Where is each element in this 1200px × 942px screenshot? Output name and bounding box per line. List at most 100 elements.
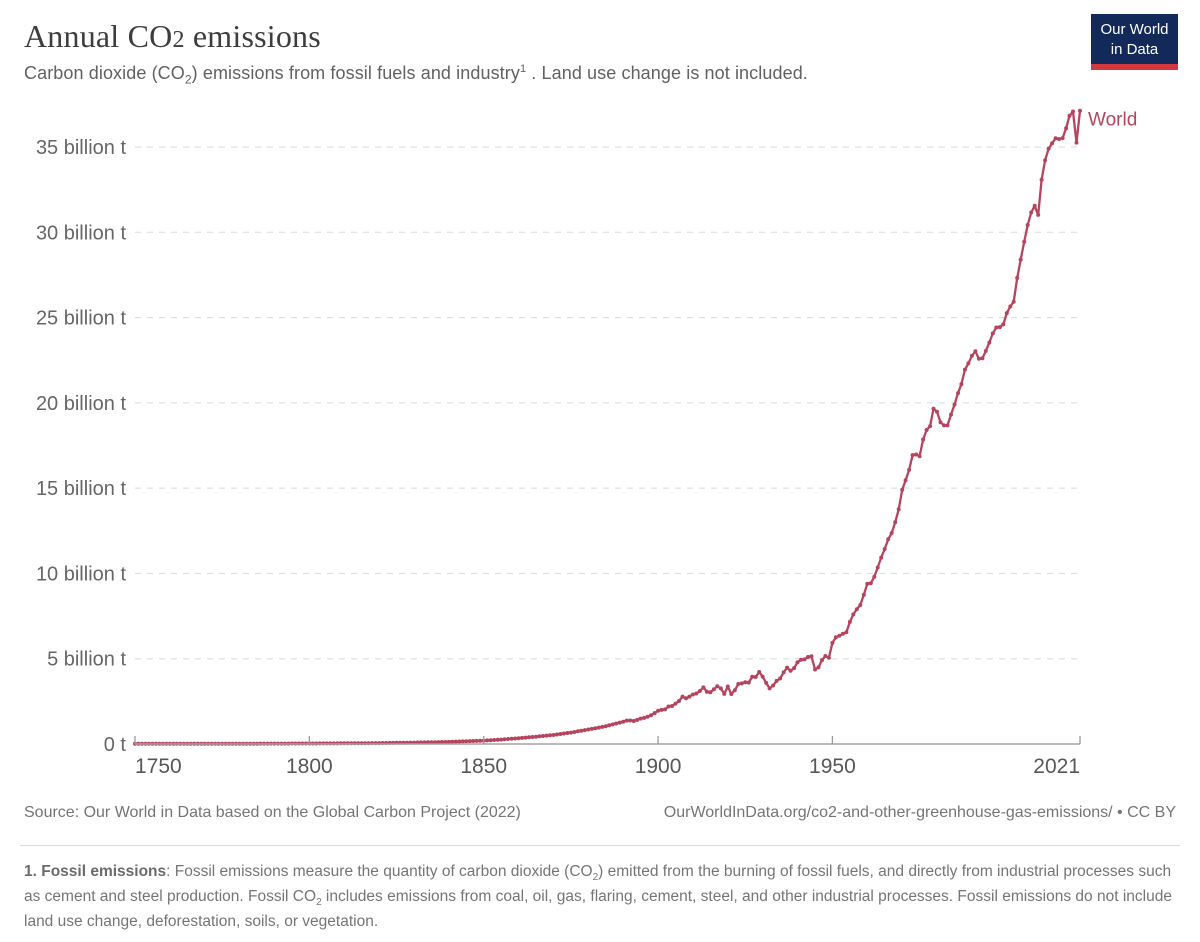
data-point[interactable]	[446, 739, 451, 744]
data-point[interactable]	[1057, 137, 1062, 141]
data-point[interactable]	[593, 726, 598, 731]
data-point[interactable]	[746, 680, 751, 685]
data-point[interactable]	[722, 691, 727, 696]
data-point[interactable]	[527, 735, 531, 740]
data-point[interactable]	[600, 724, 605, 729]
data-point[interactable]	[492, 738, 497, 742]
data-point[interactable]	[1050, 141, 1055, 146]
data-point[interactable]	[1029, 210, 1034, 215]
data-point[interactable]	[778, 676, 783, 681]
data-point[interactable]	[994, 325, 999, 330]
data-point[interactable]	[826, 655, 831, 660]
data-point[interactable]	[495, 737, 500, 742]
data-point[interactable]	[736, 682, 741, 686]
data-point[interactable]	[457, 739, 462, 744]
data-point[interactable]	[715, 684, 720, 689]
data-point[interactable]	[499, 737, 504, 742]
data-point[interactable]	[711, 687, 716, 692]
data-point[interactable]	[666, 704, 671, 709]
data-point[interactable]	[582, 728, 587, 733]
data-point[interactable]	[502, 737, 507, 742]
data-point[interactable]	[1071, 109, 1075, 114]
data-point[interactable]	[774, 678, 779, 683]
data-point[interactable]	[541, 734, 545, 738]
data-point[interactable]	[687, 694, 692, 699]
data-point[interactable]	[586, 727, 591, 732]
data-point[interactable]	[579, 728, 584, 733]
data-point[interactable]	[1001, 322, 1006, 327]
data-point[interactable]	[764, 680, 769, 685]
data-point[interactable]	[631, 719, 636, 723]
data-point[interactable]	[474, 738, 479, 743]
data-point[interactable]	[544, 733, 549, 738]
data-point[interactable]	[854, 607, 859, 612]
data-point[interactable]	[649, 713, 654, 718]
data-point[interactable]	[1025, 223, 1030, 227]
data-point[interactable]	[795, 660, 800, 665]
data-point[interactable]	[861, 592, 866, 597]
data-point[interactable]	[732, 688, 737, 693]
world-series[interactable]	[133, 108, 1082, 746]
data-point[interactable]	[603, 724, 608, 729]
data-point[interactable]	[610, 722, 615, 727]
data-point[interactable]	[1032, 203, 1037, 208]
data-point[interactable]	[1039, 177, 1044, 182]
data-point[interactable]	[1004, 311, 1009, 316]
data-point[interactable]	[945, 423, 950, 428]
data-point[interactable]	[889, 531, 894, 535]
data-point[interactable]	[949, 412, 953, 417]
data-point[interactable]	[516, 736, 521, 741]
data-point[interactable]	[575, 729, 580, 734]
data-point[interactable]	[997, 325, 1002, 330]
data-point[interactable]	[450, 739, 455, 744]
data-point[interactable]	[432, 740, 437, 745]
data-point[interactable]	[718, 686, 723, 691]
data-point[interactable]	[921, 437, 926, 442]
data-point[interactable]	[743, 680, 748, 685]
data-point[interactable]	[956, 391, 960, 396]
data-point[interactable]	[788, 668, 793, 673]
world-series-line[interactable]	[133, 109, 1082, 745]
data-point[interactable]	[701, 685, 706, 690]
data-point[interactable]	[973, 349, 978, 354]
data-point[interactable]	[962, 367, 967, 372]
data-point[interactable]	[907, 467, 912, 472]
data-point[interactable]	[830, 640, 835, 645]
data-point[interactable]	[872, 574, 877, 579]
data-point[interactable]	[924, 428, 929, 432]
data-point[interactable]	[917, 454, 922, 459]
data-point[interactable]	[534, 734, 538, 739]
data-point[interactable]	[663, 707, 667, 712]
data-point[interactable]	[704, 689, 709, 694]
data-point[interactable]	[548, 733, 552, 738]
data-point[interactable]	[1036, 212, 1041, 217]
data-point[interactable]	[443, 740, 448, 744]
data-point[interactable]	[530, 735, 535, 739]
data-point[interactable]	[1074, 140, 1079, 145]
data-point[interactable]	[938, 420, 943, 425]
data-point[interactable]	[900, 487, 905, 492]
data-point[interactable]	[537, 734, 542, 739]
data-point[interactable]	[858, 603, 863, 607]
data-point[interactable]	[467, 739, 472, 744]
data-point[interactable]	[684, 696, 688, 701]
data-point[interactable]	[509, 736, 514, 741]
data-point[interactable]	[708, 690, 713, 695]
data-point[interactable]	[523, 735, 528, 740]
data-point[interactable]	[879, 555, 884, 560]
data-point[interactable]	[659, 707, 664, 712]
data-point[interactable]	[554, 732, 559, 737]
data-point[interactable]	[617, 720, 622, 725]
data-point[interactable]	[931, 406, 936, 411]
data-point[interactable]	[886, 537, 891, 542]
data-point[interactable]	[875, 565, 880, 570]
data-point[interactable]	[882, 547, 887, 551]
data-point[interactable]	[896, 507, 901, 512]
data-point[interactable]	[635, 717, 640, 722]
data-point[interactable]	[767, 686, 772, 691]
data-point[interactable]	[642, 715, 647, 720]
data-point[interactable]	[806, 655, 810, 659]
data-point[interactable]	[750, 674, 755, 679]
data-point[interactable]	[471, 739, 476, 743]
data-point[interactable]	[621, 719, 626, 724]
